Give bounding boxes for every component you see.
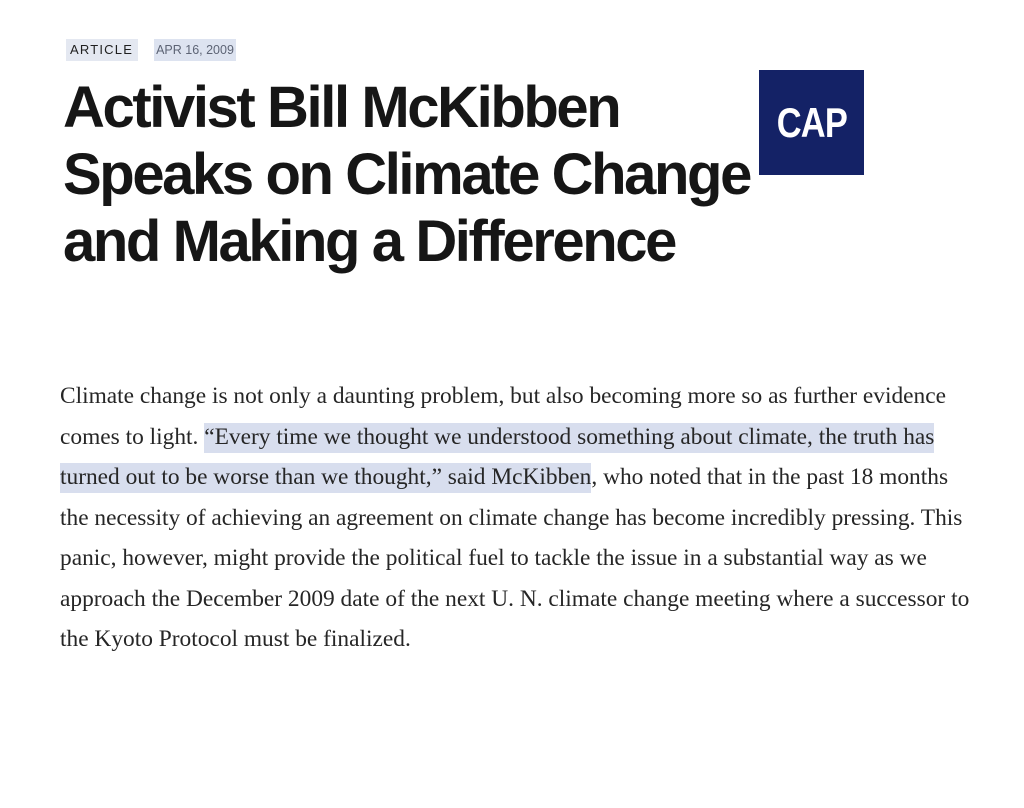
paragraph-rest: , who noted that in the past 18 months t…	[60, 464, 970, 652]
article-meta: ARTICLE APR 16, 2009	[66, 39, 236, 61]
paragraph-intro: Climate change is not only a daunting pr…	[60, 383, 947, 450]
article-type-badge[interactable]: ARTICLE	[66, 39, 139, 61]
article-paragraph: Climate change is not only a daunting pr…	[60, 376, 970, 660]
cap-logo[interactable]: CAP	[759, 70, 864, 175]
article-title: Activist Bill McKibben Speaks on Climate…	[63, 75, 752, 274]
publish-date: APR 16, 2009	[154, 39, 236, 61]
logo-text: CAP	[776, 98, 847, 146]
